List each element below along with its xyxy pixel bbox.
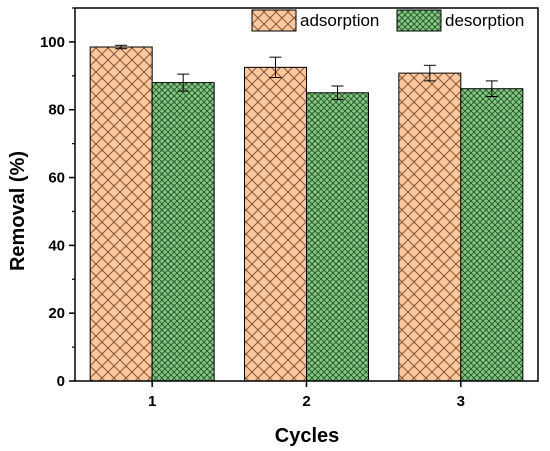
y-axis-title: Removal (%) xyxy=(7,151,29,271)
plot-area xyxy=(89,44,524,382)
y-tick-label-0: 0 xyxy=(57,373,65,390)
x-tick-label-3: 3 xyxy=(457,393,465,410)
y-tick-label-20: 20 xyxy=(48,305,65,322)
bar-desorption-cycle-1 xyxy=(151,82,215,382)
x-tick-label-1: 1 xyxy=(148,393,156,410)
bar-adsorption-cycle-3 xyxy=(398,72,462,382)
legend-swatch-adsorption xyxy=(251,9,297,32)
axes: 0 20 40 60 80 100 1 2 3 xyxy=(40,7,539,410)
legend: adsorption desorption xyxy=(251,9,524,32)
x-tick-label-2: 2 xyxy=(302,393,310,410)
legend-label-adsorption: adsorption xyxy=(300,11,379,30)
legend-swatch-desorption xyxy=(396,9,442,32)
y-tick-label-80: 80 xyxy=(48,102,65,119)
x-axis-title: Cycles xyxy=(275,425,340,447)
bar-desorption-cycle-2 xyxy=(306,92,369,382)
y-tick-label-40: 40 xyxy=(48,237,65,254)
bar-adsorption-cycle-2 xyxy=(244,66,307,382)
bar-desorption-cycle-3 xyxy=(460,88,524,382)
y-tick-label-100: 100 xyxy=(40,34,65,51)
y-tick-label-60: 60 xyxy=(48,170,65,187)
bar-adsorption-cycle-1 xyxy=(89,46,153,382)
legend-label-desorption: desorption xyxy=(445,11,524,30)
